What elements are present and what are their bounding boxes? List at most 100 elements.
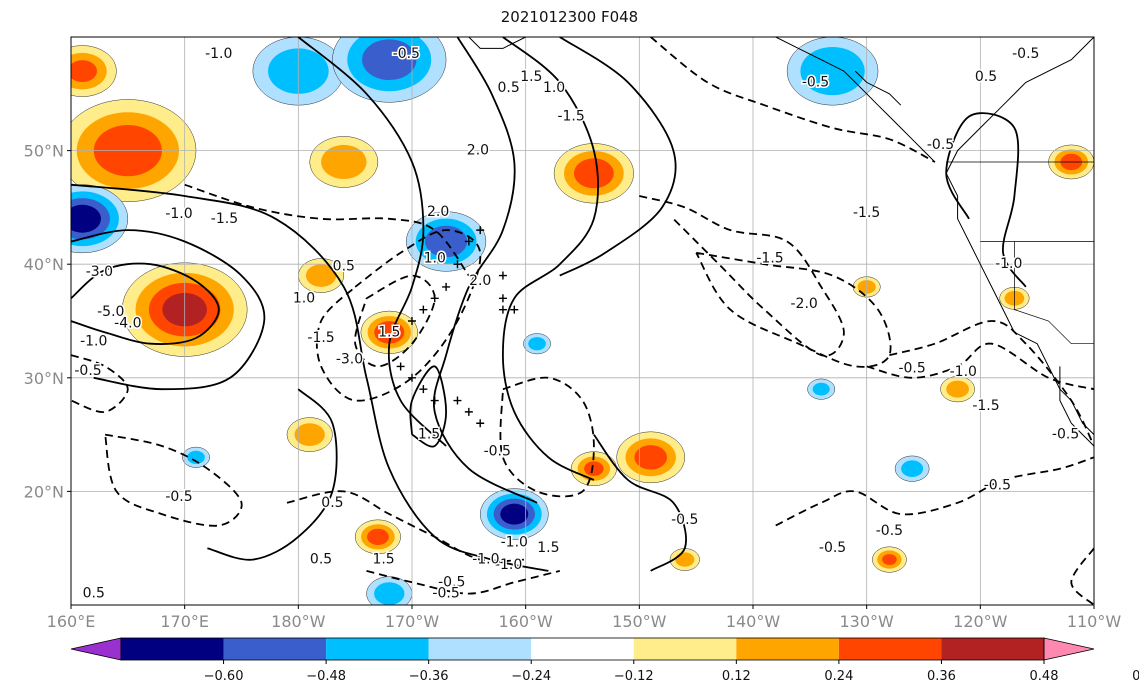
border-1 xyxy=(1014,241,1094,345)
contour-label-10: -3.0 xyxy=(336,352,363,368)
contour-label-7: 1.0 xyxy=(293,290,315,306)
shaded-anomaly-15-level-1 xyxy=(294,423,325,446)
coastline-layer xyxy=(468,37,1094,447)
shaded-anomaly-12-level-2 xyxy=(634,445,668,470)
contour-label-47: -0.5 xyxy=(1012,46,1039,62)
lon-tick-label-4: 160°W xyxy=(498,612,553,631)
solid-contour-1 xyxy=(71,229,266,391)
contour-label-46: 0.5 xyxy=(975,69,997,85)
lon-tick-label-9: 110°W xyxy=(1067,612,1122,631)
solid-contour-3 xyxy=(297,37,447,447)
coastline-0 xyxy=(945,37,1094,435)
plus-marker-8 xyxy=(419,305,428,314)
contour-label-37: -1.0 xyxy=(950,364,977,380)
dashed-contour-19 xyxy=(366,570,561,595)
dashed-contour-23 xyxy=(775,456,1094,527)
dashed-contour-18 xyxy=(286,490,526,563)
shaded-anomaly-19-level-2 xyxy=(882,554,897,566)
solid-contour-4 xyxy=(432,37,538,504)
colorbar-extend-high xyxy=(1043,637,1095,661)
dashed-contour-25 xyxy=(650,37,936,163)
dashed-contour-21 xyxy=(866,342,1094,391)
contour-label-41: -2.0 xyxy=(790,296,817,312)
solid-contour-0 xyxy=(71,262,220,345)
dashed-contour-24 xyxy=(1070,547,1094,605)
plus-marker-5 xyxy=(464,407,473,416)
contour-label-1: -5.0 xyxy=(97,304,124,320)
colorbar-tick-label-9: 0.60 xyxy=(1132,669,1139,684)
contour-label-24: -1.0 xyxy=(495,557,522,573)
shaded-anomaly-27-level-1 xyxy=(812,382,830,396)
contour-label-43: -1.5 xyxy=(853,205,880,221)
dashed-contour-14 xyxy=(639,195,845,357)
colorbar-tick-label-8: 0.48 xyxy=(1030,669,1059,684)
dashed-contour-22 xyxy=(889,320,1094,447)
shaded-anomaly-26-level-1 xyxy=(528,337,546,351)
lon-tick-label-6: 140°W xyxy=(726,612,781,631)
contour-label-28: 0.5 xyxy=(310,552,332,568)
shaded-anomaly-18-level-1 xyxy=(187,450,205,464)
colorbar-extend-low xyxy=(70,637,122,661)
contour-label-2: -4.0 xyxy=(114,315,141,331)
colorbar-swatch-5 xyxy=(531,638,634,660)
colorbar-swatch-2 xyxy=(223,638,327,660)
contour-label-21: -0.5 xyxy=(484,444,511,460)
plus-marker-layer xyxy=(396,226,519,428)
contour-label-49: -1.0 xyxy=(205,46,232,62)
colorbar-tick-label-6: 0.24 xyxy=(824,669,853,684)
lat-tick-label-2: 40°N xyxy=(24,255,64,274)
plus-marker-0 xyxy=(396,362,405,371)
shaded-anomaly-20-level-1 xyxy=(901,460,924,477)
contour-label-32: 0.5 xyxy=(83,586,105,602)
colorbar-swatch-4 xyxy=(428,638,532,660)
contour-label-8: 0.5 xyxy=(333,258,355,274)
colorbar-swatch-8 xyxy=(838,638,942,660)
contour-label-31: -0.5 xyxy=(165,489,192,505)
map-title: 2021012300 F048 xyxy=(500,8,639,26)
colorbar-tick-label-5: 0.12 xyxy=(722,669,751,684)
lat-tick-label-0: 20°N xyxy=(24,482,64,501)
colorbar-tick-label-7: 0.36 xyxy=(927,669,956,684)
contour-label-48: -0.5 xyxy=(393,46,420,62)
lat-tick-label-1: 30°N xyxy=(24,369,64,388)
plus-marker-14 xyxy=(498,271,507,280)
lon-tick-label-0: 160°E xyxy=(47,612,96,631)
colorbar-swatch-3 xyxy=(326,638,429,660)
plus-marker-13 xyxy=(476,226,485,235)
lon-tick-label-2: 180°W xyxy=(271,612,326,631)
contour-label-40: -0.5 xyxy=(1052,427,1079,443)
plus-marker-4 xyxy=(453,396,462,405)
shaded-anomaly-6-level-2 xyxy=(362,39,417,81)
plot-frame xyxy=(70,36,1095,606)
shaded-anomaly-0-level-2 xyxy=(71,60,97,83)
colorbar-tick-label-3: −0.24 xyxy=(511,669,551,684)
contour-label-11: 1.5 xyxy=(378,324,400,340)
contour-label-35: -0.5 xyxy=(876,523,903,539)
shaded-anomaly-9-level-2 xyxy=(425,225,468,258)
contour-label-33: -0.5 xyxy=(671,512,698,528)
solid-contour-9 xyxy=(593,434,687,572)
colorbar-tick-label-4: −0.12 xyxy=(614,669,654,684)
colorbar-swatch-1 xyxy=(121,638,224,660)
solid-contour-7 xyxy=(409,365,448,448)
colorbar-frame xyxy=(120,637,1045,661)
contour-label-14: 2.0 xyxy=(467,143,489,159)
dashed-contour-17 xyxy=(104,433,243,527)
shaded-anomaly-17-level-1 xyxy=(374,582,405,605)
shaded-anomaly-14-level-1 xyxy=(800,46,865,96)
plot-area: -3.0-5.0-4.0-1.0-0.5-1.0 -1.51.00.5-1.5-3… xyxy=(71,37,1094,605)
contour-label-44: -0.5 xyxy=(927,137,954,153)
contour-label-13: 2.0 xyxy=(427,204,449,220)
plus-marker-15 xyxy=(498,294,507,303)
solid-contour-5 xyxy=(501,37,599,481)
contour-label-6: -1.5 xyxy=(211,211,238,227)
contour-label-16: 1.5 xyxy=(418,427,440,443)
plus-marker-2 xyxy=(419,385,428,394)
contour-layer xyxy=(71,37,1094,605)
lon-tick-label-8: 120°W xyxy=(953,612,1008,631)
plus-marker-7 xyxy=(408,317,416,325)
colorbar-swatch-9 xyxy=(941,638,1044,660)
shaded-anomaly-11-level-3 xyxy=(500,503,529,525)
plus-marker-10 xyxy=(442,282,451,291)
